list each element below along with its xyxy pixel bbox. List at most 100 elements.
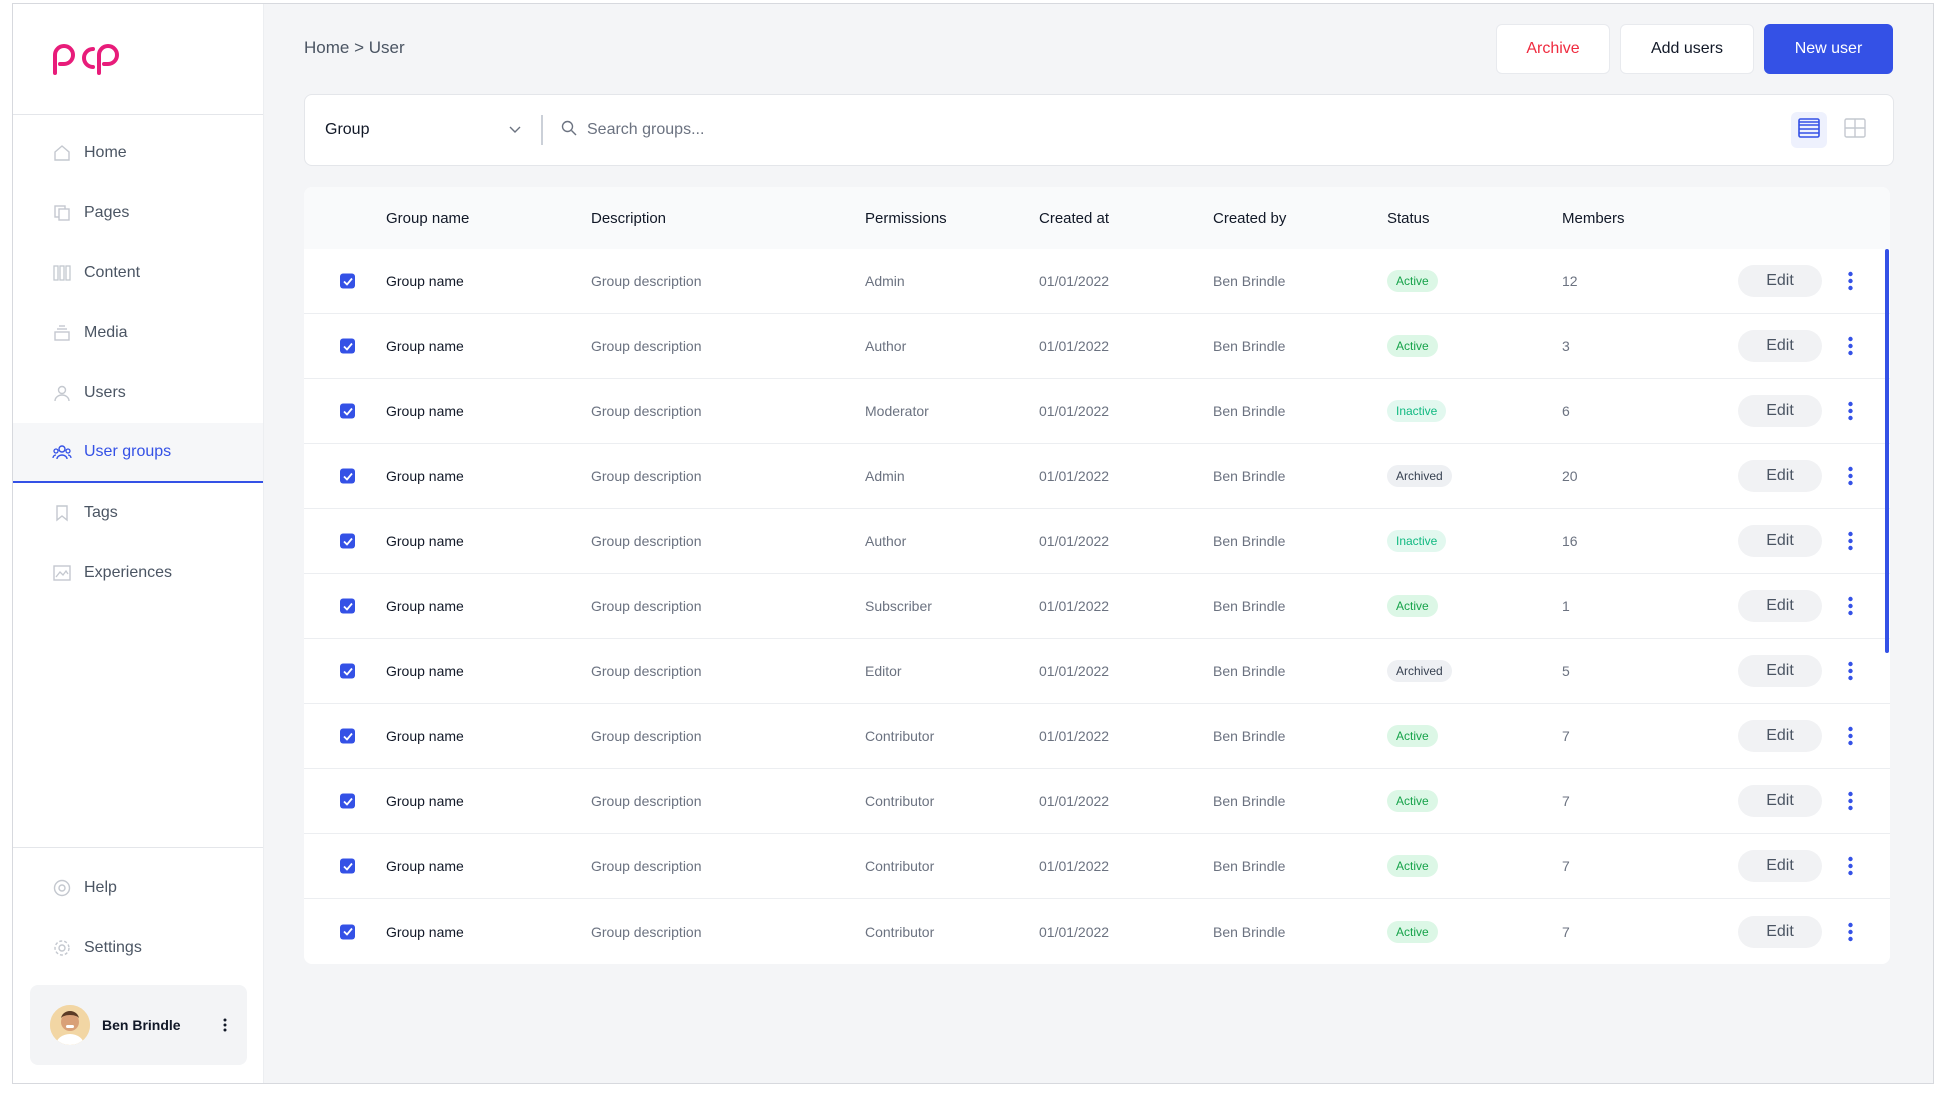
- row-checkbox[interactable]: [340, 924, 355, 939]
- table-row[interactable]: Group name Group description Contributor 01…: [304, 769, 1890, 834]
- members-cell: 5: [1562, 663, 1570, 679]
- add-users-button[interactable]: Add users: [1620, 24, 1754, 74]
- group-name-cell: Group name: [386, 338, 464, 354]
- edit-button[interactable]: Edit: [1738, 850, 1822, 882]
- sidebar-item-users[interactable]: Users: [13, 363, 263, 423]
- table-row[interactable]: Group name Group description Subscriber 01/…: [304, 574, 1890, 639]
- sidebar-item-label: Settings: [84, 939, 142, 956]
- sidebar-item-pages[interactable]: Pages: [13, 183, 263, 243]
- sidebar-item-settings[interactable]: Settings: [13, 918, 263, 978]
- more-options-icon[interactable]: [1840, 462, 1860, 490]
- created-at-cell: 01/01/2022: [1039, 468, 1110, 484]
- status-badge: Active: [1387, 725, 1438, 747]
- column-header-created-at[interactable]: Created at: [1039, 209, 1110, 227]
- edit-button[interactable]: Edit: [1738, 330, 1822, 362]
- content-icon: [52, 263, 72, 283]
- permission-cell: Contributor: [865, 793, 935, 809]
- row-checkbox[interactable]: [340, 598, 355, 614]
- edit-button[interactable]: Edit: [1738, 655, 1822, 687]
- group-select[interactable]: Group: [305, 115, 543, 145]
- more-options-icon[interactable]: [1840, 852, 1860, 880]
- table-row[interactable]: Group name Group description Admin 01/01/20…: [304, 444, 1890, 509]
- more-options-icon[interactable]: [1840, 332, 1860, 360]
- permission-cell: Editor: [865, 663, 902, 679]
- status-badge: Active: [1387, 270, 1438, 292]
- group-name-cell: Group name: [386, 403, 464, 419]
- more-options-icon[interactable]: [1840, 722, 1860, 750]
- logo[interactable]: [13, 4, 263, 115]
- chevron-down-icon: [509, 121, 521, 139]
- table-row[interactable]: Group name Group description Author 01/01/2…: [304, 314, 1890, 379]
- edit-button[interactable]: Edit: [1738, 785, 1822, 817]
- more-options-icon[interactable]: [1840, 592, 1860, 620]
- status-badge: Active: [1387, 335, 1438, 357]
- row-checkbox[interactable]: [340, 403, 355, 419]
- edit-button[interactable]: Edit: [1738, 265, 1822, 297]
- more-options-icon[interactable]: [1840, 397, 1860, 425]
- row-checkbox[interactable]: [340, 273, 355, 289]
- sidebar-item-label: Help: [84, 879, 117, 896]
- edit-button[interactable]: Edit: [1738, 720, 1822, 752]
- sidebar-item-tags[interactable]: Tags: [13, 483, 263, 543]
- row-checkbox[interactable]: [340, 533, 355, 549]
- edit-button[interactable]: Edit: [1738, 525, 1822, 557]
- user-card[interactable]: Ben Brindle: [30, 985, 247, 1065]
- row-checkbox[interactable]: [340, 793, 355, 809]
- search-input[interactable]: [587, 121, 1087, 139]
- members-cell: 6: [1562, 403, 1570, 419]
- column-header-members[interactable]: Members: [1562, 209, 1625, 227]
- table-header: Group name Description Permissions Creat…: [304, 187, 1890, 249]
- row-checkbox[interactable]: [340, 338, 355, 354]
- row-checkbox[interactable]: [340, 728, 355, 744]
- sidebar-item-media[interactable]: Media: [13, 303, 263, 363]
- group-name-cell: Group name: [386, 858, 464, 874]
- sidebar-item-label: Content: [84, 264, 141, 281]
- row-checkbox[interactable]: [340, 663, 355, 679]
- sidebar-item-user-groups[interactable]: User groups: [13, 423, 263, 483]
- column-header-group-name[interactable]: Group name: [386, 209, 470, 227]
- more-options-icon[interactable]: [1840, 267, 1860, 295]
- status-badge: Active: [1387, 920, 1438, 943]
- sidebar-item-content[interactable]: Content: [13, 243, 263, 303]
- created-at-cell: 01/01/2022: [1039, 273, 1110, 289]
- more-options-icon[interactable]: [1840, 918, 1860, 946]
- table-row[interactable]: Group name Group description Editor 01/01/2…: [304, 639, 1890, 704]
- table-row[interactable]: Group name Group description Moderator 01/0…: [304, 379, 1890, 444]
- column-header-created-by[interactable]: Created by: [1213, 209, 1287, 227]
- more-options-icon[interactable]: [1840, 787, 1860, 815]
- sidebar-item-help[interactable]: Help: [13, 858, 263, 918]
- edit-button[interactable]: Edit: [1738, 460, 1822, 492]
- new-user-button[interactable]: New user: [1764, 24, 1893, 74]
- created-at-cell: 01/01/2022: [1039, 923, 1110, 940]
- more-options-icon[interactable]: [1840, 657, 1860, 685]
- table-row[interactable]: Group name Group description Contributor 01…: [304, 899, 1890, 964]
- archive-button[interactable]: Archive: [1496, 24, 1610, 74]
- table-row[interactable]: Group name Group description Author 01/01/2…: [304, 509, 1890, 574]
- kebab-menu-icon[interactable]: [215, 1015, 235, 1035]
- members-cell: 7: [1562, 793, 1570, 809]
- group-select-value: Group: [325, 121, 370, 138]
- table-row[interactable]: Group name Group description Contributor 01…: [304, 834, 1890, 899]
- sidebar-item-experiences[interactable]: Experiences: [13, 543, 263, 603]
- grid-view-icon: [1844, 117, 1866, 143]
- grid-view-button[interactable]: [1837, 112, 1873, 148]
- edit-button[interactable]: Edit: [1738, 590, 1822, 622]
- permission-cell: Contributor: [865, 728, 935, 744]
- edit-button[interactable]: Edit: [1738, 915, 1822, 948]
- breadcrumb[interactable]: Home > User: [304, 38, 405, 57]
- row-checkbox[interactable]: [340, 468, 355, 484]
- column-header-permissions[interactable]: Permissions: [865, 209, 947, 227]
- column-header-status[interactable]: Status: [1387, 209, 1430, 227]
- sidebar-item-home[interactable]: Home: [13, 123, 263, 183]
- created-by-cell: Ben Brindle: [1213, 923, 1286, 940]
- list-view-button[interactable]: [1791, 112, 1827, 148]
- table-row[interactable]: Group name Group description Admin 01/01/20…: [304, 249, 1890, 314]
- column-header-description[interactable]: Description: [591, 209, 667, 227]
- row-checkbox[interactable]: [340, 858, 355, 874]
- edit-button[interactable]: Edit: [1738, 395, 1822, 427]
- description-cell: Group description: [591, 728, 702, 744]
- table-row[interactable]: Group name Group description Contributor 01…: [304, 704, 1890, 769]
- sidebar-item-label: Experiences: [84, 564, 173, 581]
- more-options-icon[interactable]: [1840, 527, 1860, 555]
- scrollbar[interactable]: [1885, 249, 1889, 653]
